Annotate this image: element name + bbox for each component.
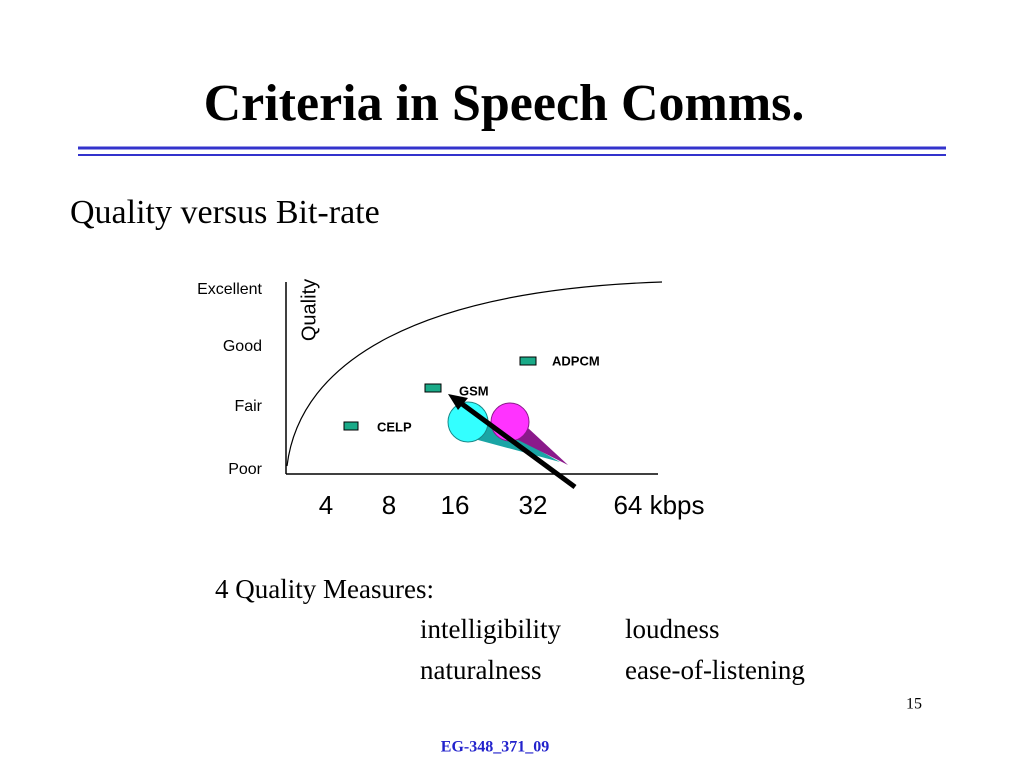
measure: naturalness — [420, 655, 541, 685]
arrow-head — [448, 394, 468, 410]
page-number: 15 — [906, 696, 922, 713]
measure: intelligibility — [420, 614, 561, 644]
coder-marker — [519, 356, 537, 366]
rate-label: 16 — [441, 490, 470, 520]
coder-label: ADPCM — [552, 353, 600, 368]
title: Criteria in Speech Comms. — [204, 75, 805, 132]
arrow — [456, 398, 577, 490]
rate-label: 32 — [519, 490, 548, 520]
rate-label: 64 kbps — [613, 490, 704, 520]
footer: EG-348_371_09 — [441, 739, 549, 756]
coder-label: CELP — [377, 419, 412, 434]
rate-label: 4 — [319, 490, 333, 520]
coder-marker — [343, 421, 359, 431]
axis-label: Quality — [298, 279, 320, 341]
diagram: Excellent Good Fair Poor Quality CELP GS… — [197, 279, 704, 520]
cone-end — [490, 402, 530, 442]
curve — [286, 281, 663, 467]
rate-label: 8 — [382, 490, 396, 520]
measure: loudness — [625, 614, 720, 644]
quality-level: Poor — [228, 461, 262, 478]
quality-level: Excellent — [197, 281, 262, 298]
quality-level: Good — [223, 338, 262, 355]
measure: ease-of-listening — [625, 655, 805, 685]
coder-label: GSM — [459, 383, 489, 398]
measures-heading: 4 Quality Measures: — [215, 574, 434, 604]
coder-marker — [424, 383, 442, 393]
subtitle: Quality versus Bit-rate — [70, 194, 380, 231]
quality-level: Fair — [234, 398, 262, 415]
